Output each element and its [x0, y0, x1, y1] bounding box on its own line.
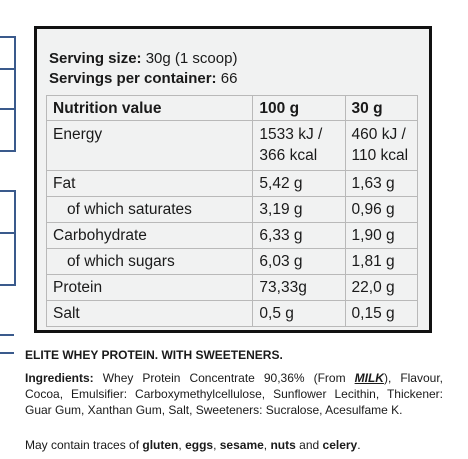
- energy-kcal-per-100g: 366 kcal: [259, 147, 318, 164]
- product-description: ELITE WHEY PROTEIN. WITH SWEETENERS.: [25, 348, 283, 362]
- table-row: of which saturates 3,19 g 0,96 g: [45, 196, 419, 223]
- decorative-line: [0, 352, 14, 354]
- ingredients-label: Ingredients:: [25, 371, 94, 385]
- allergen-traces-notice: May contain traces of gluten, eggs, sesa…: [25, 438, 361, 452]
- serving-size-label: Serving size:: [49, 50, 142, 67]
- decorative-line: [0, 232, 14, 234]
- trace-sesame: sesame: [219, 438, 264, 452]
- ingredients-text-start: Whey Protein Concentrate 90,36% (From: [93, 371, 355, 385]
- traces-prefix: May contain traces of: [25, 438, 143, 452]
- value-per-30g: 460 kJ / 110 kcal: [344, 120, 419, 171]
- value-per-100g: 5,42 g: [252, 170, 346, 197]
- table-row: Energy 1533 kJ / 366 kcal 460 kJ / 110 k…: [45, 120, 419, 171]
- header-per-30g: 30 g: [344, 95, 419, 121]
- energy-kj-per-30g: 460 kJ /: [351, 126, 406, 143]
- trace-gluten: gluten: [142, 438, 179, 452]
- row-name: Salt: [45, 300, 254, 327]
- value-per-100g: 0,5 g: [252, 300, 346, 327]
- left-edge-graphic-bottom: [0, 334, 14, 459]
- separator: .: [357, 438, 361, 452]
- header-nutrition-value: Nutrition value: [45, 95, 254, 121]
- energy-kj-per-100g: 1533 kJ /: [259, 126, 323, 143]
- ingredients-text-end: ), Flavour, Cocoa, Emulsifier: Carboxyme…: [25, 371, 443, 417]
- nutrition-facts-panel: Serving size: 30g (1 scoop) Servings per…: [34, 26, 432, 333]
- value-per-100g: 6,33 g: [252, 222, 346, 249]
- header-per-100g: 100 g: [252, 95, 346, 121]
- separator: ,: [178, 438, 186, 452]
- trace-eggs: eggs: [185, 438, 214, 452]
- value-per-100g: 6,03 g: [252, 248, 346, 275]
- value-per-30g: 0,96 g: [344, 196, 419, 223]
- value-per-30g: 1,63 g: [344, 170, 419, 197]
- separator: ,: [263, 438, 271, 452]
- row-name: Protein: [45, 274, 254, 301]
- table-row: Fat 5,42 g 1,63 g: [45, 170, 419, 197]
- ingredients-statement: Ingredients: Whey Protein Concentrate 90…: [25, 370, 443, 418]
- energy-kcal-per-30g: 110 kcal: [351, 147, 409, 164]
- serving-size-value: 30g (1 scoop): [145, 50, 238, 67]
- table-row: Carbohydrate 6,33 g 1,90 g: [45, 222, 419, 249]
- table-row: Protein 73,33g 22,0 g: [45, 274, 419, 301]
- left-edge-graphic-middle: [0, 190, 16, 286]
- nutrition-table: Nutrition value 100 g 30 g Energy 1533 k…: [45, 95, 419, 327]
- value-per-100g: 73,33g: [252, 274, 346, 301]
- separator: and: [295, 438, 323, 452]
- servings-per-container-label: Servings per container:: [49, 70, 217, 87]
- servings-per-container-value: 66: [220, 70, 238, 87]
- row-name: of which sugars: [45, 248, 254, 275]
- table-row: of which sugars 6,03 g 1,81 g: [45, 248, 419, 275]
- table-row: Salt 0,5 g 0,15 g: [45, 300, 419, 327]
- decorative-line: [0, 108, 14, 110]
- value-per-100g: 3,19 g: [252, 196, 346, 223]
- value-per-30g: 1,81 g: [344, 248, 419, 275]
- trace-celery: celery: [322, 438, 358, 452]
- row-name: of which saturates: [45, 196, 254, 223]
- value-per-30g: 1,90 g: [344, 222, 419, 249]
- value-per-100g: 1533 kJ / 366 kcal: [252, 120, 346, 171]
- trace-nuts: nuts: [270, 438, 296, 452]
- serving-size: Serving size: 30g (1 scoop): [49, 50, 237, 68]
- decorative-line: [0, 68, 14, 70]
- servings-per-container: Servings per container: 66: [49, 70, 237, 88]
- row-name: Energy: [45, 120, 254, 171]
- row-name: Carbohydrate: [45, 222, 254, 249]
- left-edge-graphic-top: [0, 36, 16, 152]
- value-per-30g: 22,0 g: [344, 274, 419, 301]
- allergen-milk: MILK: [354, 371, 384, 385]
- separator: ,: [213, 438, 220, 452]
- row-name: Fat: [45, 170, 254, 197]
- value-per-30g: 0,15 g: [344, 300, 419, 327]
- table-header-row: Nutrition value 100 g 30 g: [45, 95, 419, 121]
